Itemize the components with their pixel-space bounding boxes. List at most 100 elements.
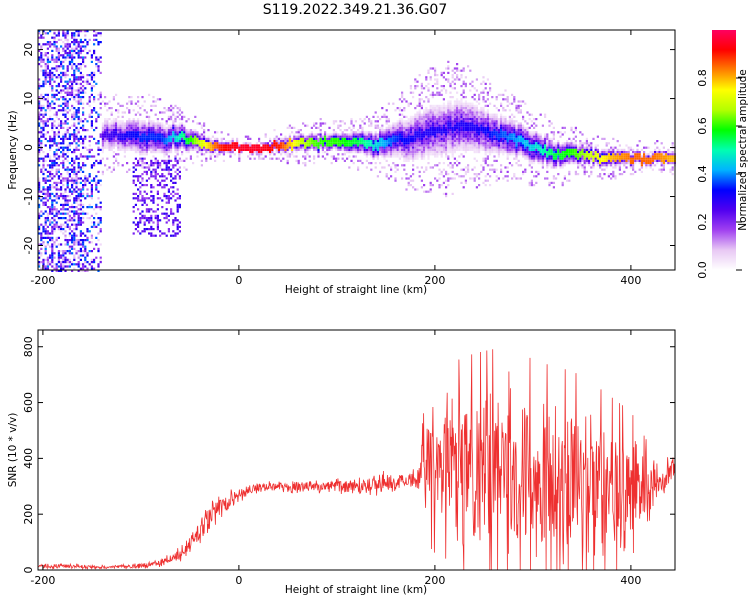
spectrogram-cell <box>38 87 41 90</box>
spectrogram-cell <box>172 107 175 110</box>
spectrogram-cell <box>370 135 373 138</box>
spectrogram-cell <box>93 49 96 52</box>
spectrogram-cell <box>379 129 382 132</box>
spectrogram-cell <box>176 197 179 200</box>
spectrogram-cell <box>383 151 386 154</box>
spectrogram-cell <box>145 203 148 206</box>
spectrogram-cell <box>385 120 388 123</box>
spectrogram-cell <box>79 135 82 138</box>
spectrogram-cell <box>77 120 80 123</box>
spectrogram-cell <box>374 137 377 140</box>
spectrogram-cell <box>150 120 153 123</box>
spectrogram-cell <box>150 225 153 228</box>
spectrogram-cell <box>60 38 63 41</box>
spectrogram-cell <box>174 115 177 118</box>
spectrogram-cell <box>66 243 69 246</box>
spectrogram-cell <box>370 122 373 125</box>
spectrogram-cell <box>170 124 173 127</box>
spectrogram-cell <box>427 146 430 149</box>
spectrogram-cell <box>119 122 122 125</box>
spectrogram-cell <box>64 190 67 193</box>
spectrogram-cell <box>90 267 93 270</box>
spectrogram-cell <box>348 133 351 136</box>
spectrogram-cell <box>238 146 241 149</box>
spectrogram-cell <box>163 144 166 147</box>
spectrogram-cell <box>458 133 461 136</box>
spectrogram-cell <box>145 192 148 195</box>
spectrogram-cell <box>62 203 65 206</box>
spectrogram-cell <box>46 32 49 35</box>
spectrogram-cell <box>170 210 173 213</box>
spectrogram-cell <box>139 199 142 202</box>
spectrogram-cell <box>401 91 404 94</box>
spectrogram-cell <box>500 126 503 129</box>
spectrogram-cell <box>460 104 463 107</box>
spectrogram-cell <box>159 197 162 200</box>
spectrogram-cell <box>286 151 289 154</box>
spectrogram-cell <box>233 153 236 156</box>
spectrogram-cell <box>64 168 67 171</box>
spectrogram-cell <box>275 137 278 140</box>
spectrogram-cell <box>170 126 173 129</box>
spectrogram-cell <box>403 126 406 129</box>
spectrogram-cell <box>73 177 76 180</box>
spectrogram-cell <box>84 184 87 187</box>
spectrogram-cell <box>436 133 439 136</box>
spectrogram-cell <box>194 137 197 140</box>
spectrogram-cell <box>328 140 331 143</box>
spectrogram-cell <box>233 148 236 151</box>
spectrogram-cell <box>73 234 76 237</box>
spectrogram-cell <box>159 144 162 147</box>
spectrogram-cell <box>170 192 173 195</box>
spectrogram-cell <box>51 199 54 202</box>
spectrogram-cell <box>73 34 76 37</box>
spectrogram-cell <box>55 69 58 72</box>
spectrogram-cell <box>187 151 190 154</box>
spectrogram-cell <box>49 206 52 209</box>
spectrogram-cell <box>469 148 472 151</box>
spectrogram-cell <box>84 118 87 121</box>
spectrogram-cell <box>159 131 162 134</box>
spectrogram-cell <box>348 155 351 158</box>
spectrogram-cell <box>467 140 470 143</box>
spectrogram-cell <box>229 140 232 143</box>
spectrogram-cell <box>42 159 45 162</box>
spectrogram-cell <box>95 63 98 66</box>
spectrogram-cell <box>57 228 60 231</box>
spectrogram-cell <box>154 173 157 176</box>
spectrogram-cell <box>449 177 452 180</box>
spectrogram-cell <box>104 144 107 147</box>
spectrogram-cell <box>420 120 423 123</box>
spectrogram-cell <box>495 115 498 118</box>
spectrogram-cell <box>130 126 133 129</box>
spectrogram-cell <box>451 148 454 151</box>
spectrogram-cell <box>414 148 417 151</box>
spectrogram-cell <box>438 124 441 127</box>
spectrogram-cell <box>383 142 386 145</box>
spectrogram-cell <box>115 153 118 156</box>
spectrogram-cell <box>42 151 45 154</box>
spectrogram-cell <box>464 179 467 182</box>
spectrogram-cell <box>49 109 52 112</box>
spectrogram-cell <box>152 137 155 140</box>
spectrogram-cell <box>462 107 465 110</box>
spectrogram-cell <box>38 179 41 182</box>
spectrogram-cell <box>416 124 419 127</box>
spectrogram-cell <box>203 146 206 149</box>
spectrogram-cell <box>440 173 443 176</box>
spectrogram-cell <box>480 107 483 110</box>
spectrogram-cell <box>401 93 404 96</box>
spectrogram-cell <box>266 142 269 145</box>
spectrogram-cell <box>55 153 58 156</box>
spectrogram-cell <box>244 142 247 145</box>
spectrogram-cell <box>390 144 393 147</box>
spectrogram-cell <box>379 153 382 156</box>
spectrogram-cell <box>418 124 421 127</box>
spectrogram-cell <box>75 76 78 79</box>
spectrogram-cell <box>434 118 437 121</box>
spectrogram-cell <box>429 104 432 107</box>
spectrogram-cell <box>73 241 76 244</box>
spectrogram-cell <box>90 148 93 151</box>
spectrogram-cell <box>436 126 439 129</box>
